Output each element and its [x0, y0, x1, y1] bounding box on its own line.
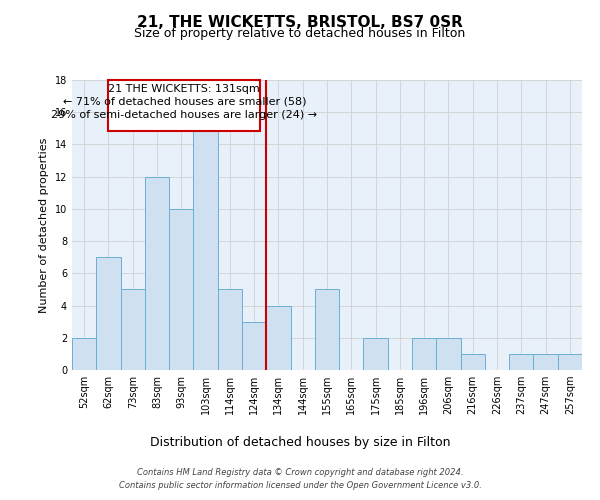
- Text: Size of property relative to detached houses in Filton: Size of property relative to detached ho…: [134, 28, 466, 40]
- Text: Contains public sector information licensed under the Open Government Licence v3: Contains public sector information licen…: [119, 480, 481, 490]
- Bar: [461, 354, 485, 370]
- Bar: [533, 354, 558, 370]
- Bar: [364, 338, 388, 370]
- Bar: [436, 338, 461, 370]
- Text: 21 THE WICKETTS: 131sqm: 21 THE WICKETTS: 131sqm: [109, 84, 260, 94]
- Bar: [193, 128, 218, 370]
- Bar: [412, 338, 436, 370]
- Y-axis label: Number of detached properties: Number of detached properties: [39, 138, 49, 312]
- Bar: [509, 354, 533, 370]
- Bar: [72, 338, 96, 370]
- Bar: [242, 322, 266, 370]
- Text: Distribution of detached houses by size in Filton: Distribution of detached houses by size …: [150, 436, 450, 449]
- Text: Contains HM Land Registry data © Crown copyright and database right 2024.: Contains HM Land Registry data © Crown c…: [137, 468, 463, 477]
- Bar: [266, 306, 290, 370]
- FancyBboxPatch shape: [109, 80, 260, 130]
- Bar: [96, 257, 121, 370]
- Bar: [169, 209, 193, 370]
- Text: 29% of semi-detached houses are larger (24) →: 29% of semi-detached houses are larger (…: [51, 110, 317, 120]
- Text: 21, THE WICKETTS, BRISTOL, BS7 0SR: 21, THE WICKETTS, BRISTOL, BS7 0SR: [137, 15, 463, 30]
- Bar: [315, 290, 339, 370]
- Text: ← 71% of detached houses are smaller (58): ← 71% of detached houses are smaller (58…: [62, 97, 306, 107]
- Bar: [218, 290, 242, 370]
- Bar: [558, 354, 582, 370]
- Bar: [121, 290, 145, 370]
- Bar: [145, 176, 169, 370]
